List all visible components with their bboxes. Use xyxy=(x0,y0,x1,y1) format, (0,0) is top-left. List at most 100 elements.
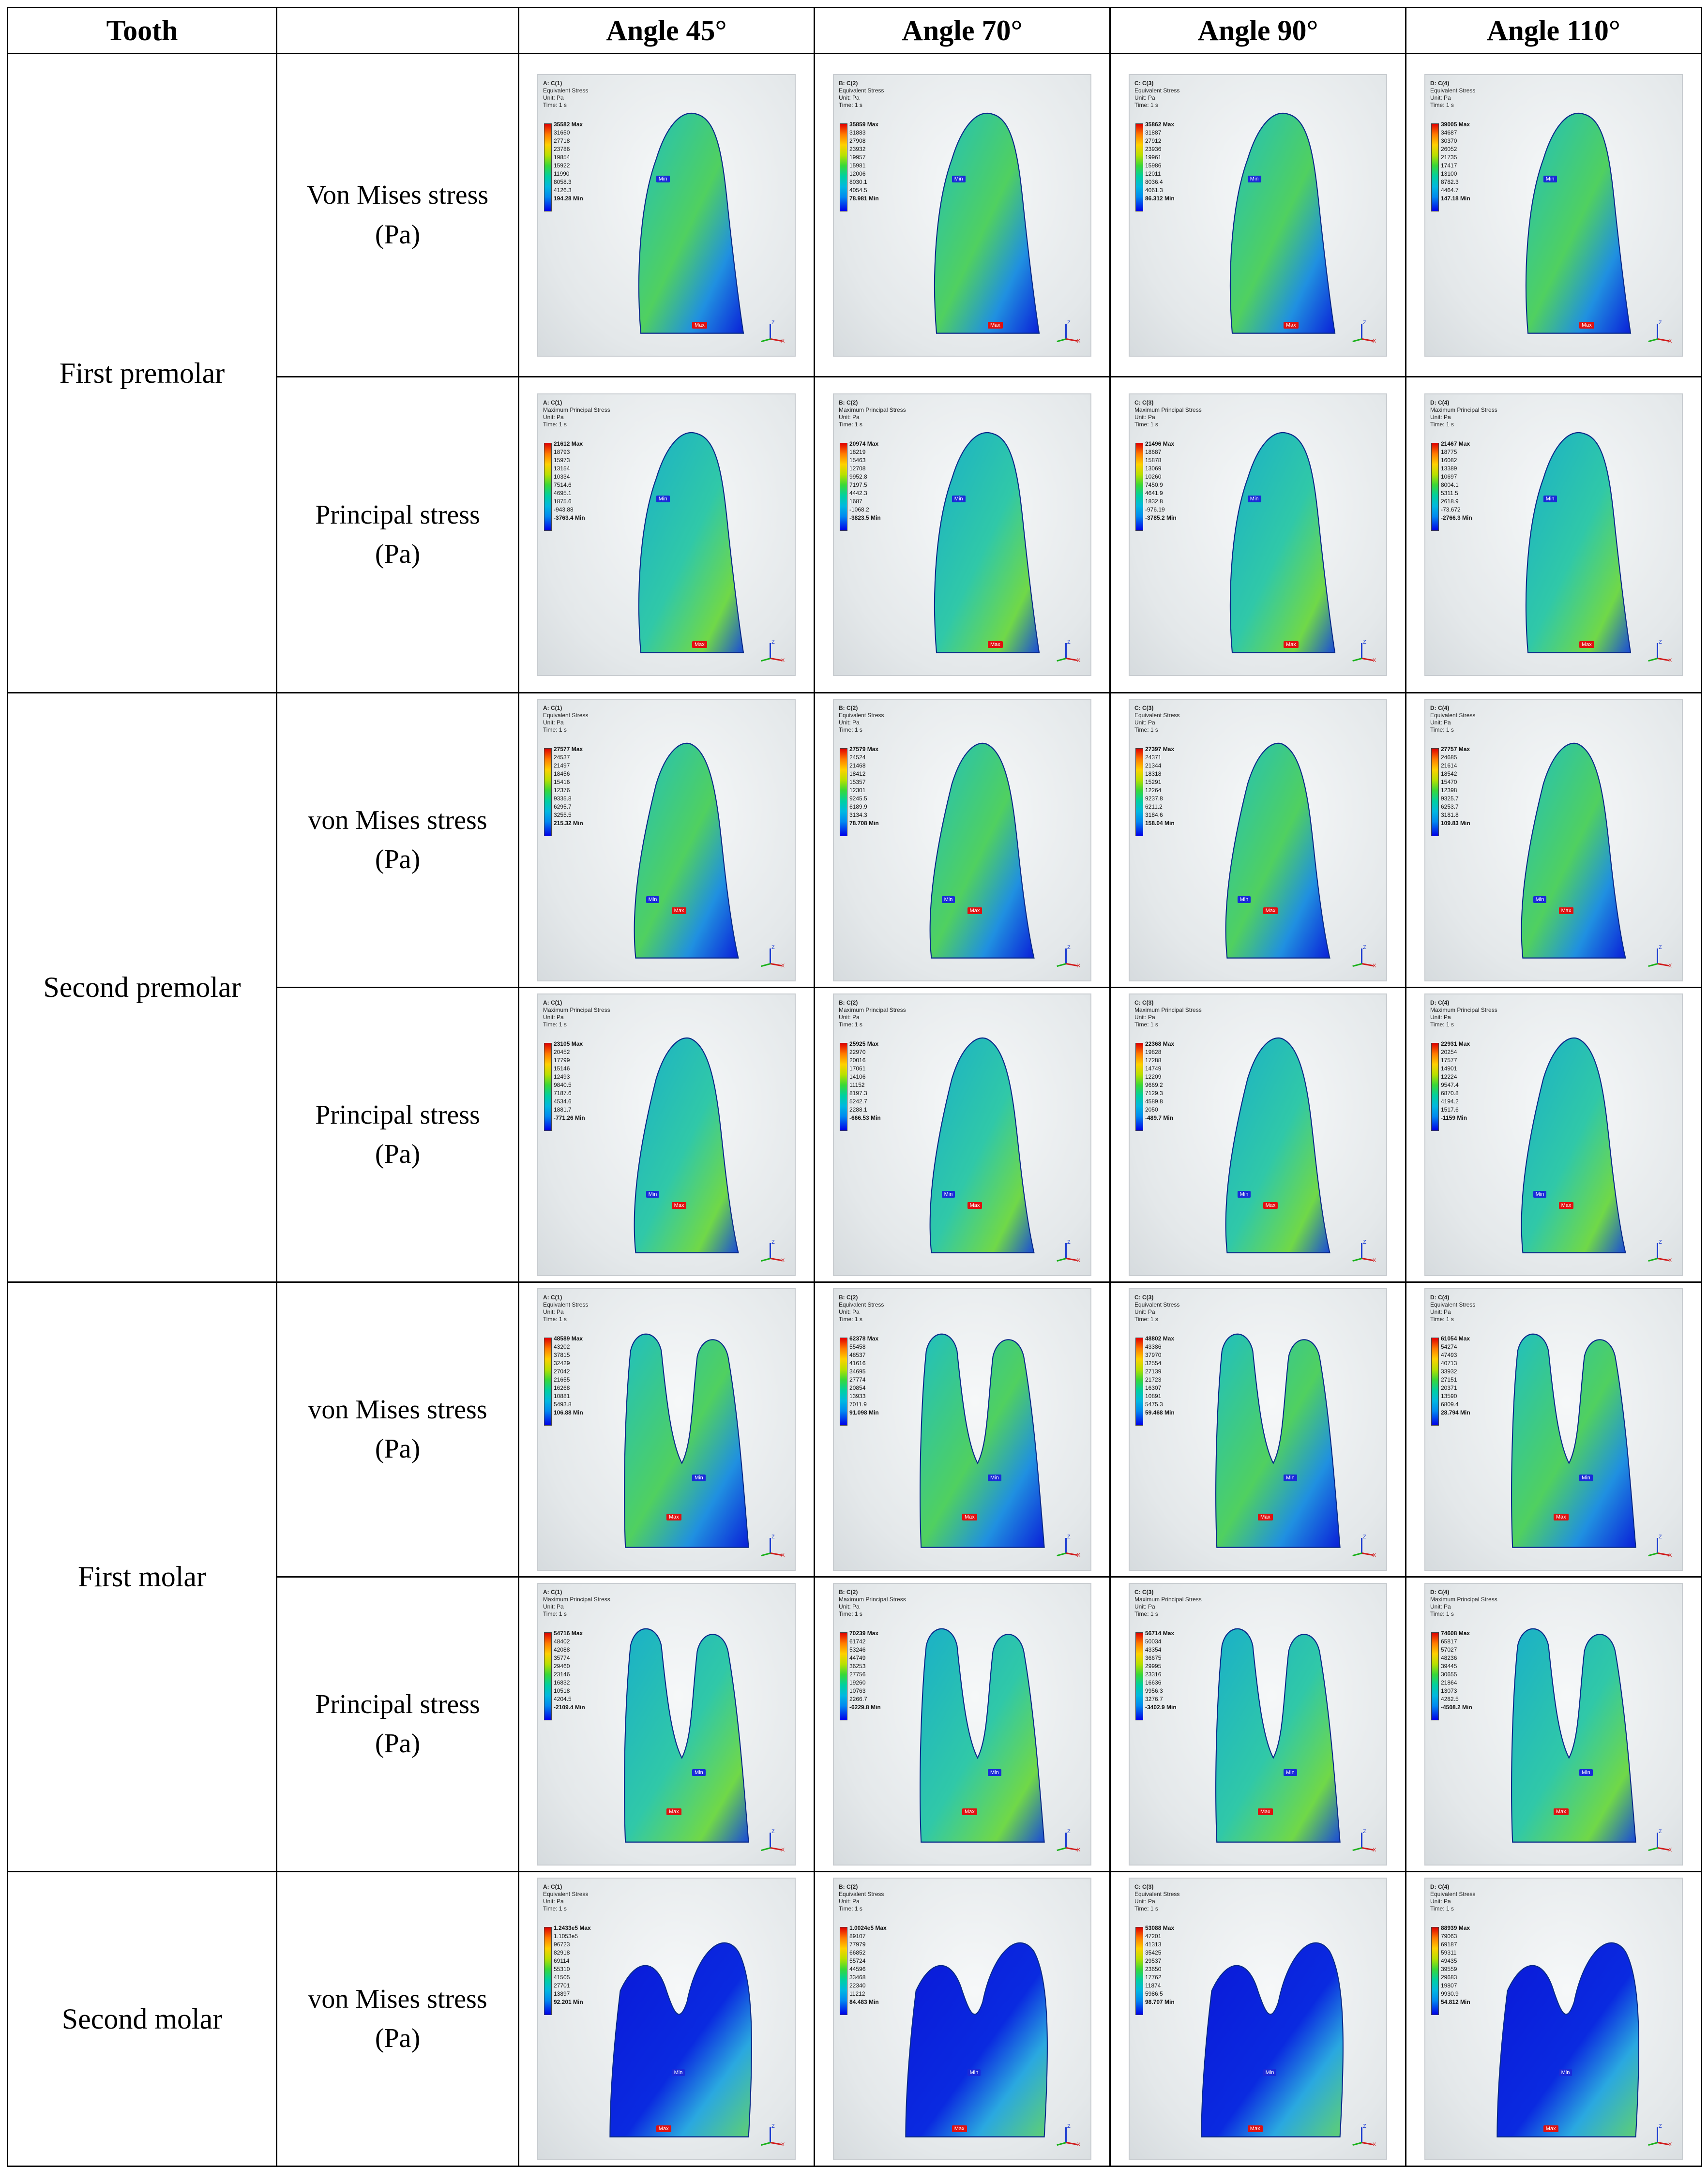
header-tooth: Tooth xyxy=(7,7,277,54)
plot-header-line: Unit: Pa xyxy=(1430,719,1451,726)
plot-header-line: Time: 1 s xyxy=(839,101,862,108)
axis-line xyxy=(1352,338,1362,342)
legend-value: 5311.5 xyxy=(1441,490,1458,497)
legend-value: 19854 xyxy=(554,153,570,161)
plot-header-line: C: C(3) xyxy=(1134,1589,1154,1595)
measure-cell: Principal stress (Pa) xyxy=(276,1576,519,1872)
tooth-surface xyxy=(929,1037,1035,1253)
legend-value: 34695 xyxy=(849,1368,866,1375)
axis-label: Z xyxy=(1067,2123,1071,2129)
plot-header-line: Maximum Principal Stress xyxy=(1430,1007,1497,1013)
legend-value: 16082 xyxy=(1441,457,1457,464)
legend-value: 12224 xyxy=(1441,1073,1457,1080)
plot-header-line: Maximum Principal Stress xyxy=(543,406,610,413)
plot-header-line: Unit: Pa xyxy=(839,1898,860,1905)
result-row: Principal stress (Pa) A: C(1) Maximum Princ… xyxy=(8,1576,1702,1872)
axis-line xyxy=(761,2142,771,2146)
axis-label: X xyxy=(1077,963,1081,969)
legend-value: 9325.7 xyxy=(1441,795,1459,802)
legend-value: 35774 xyxy=(554,1655,570,1661)
legend-value: 13100 xyxy=(1441,170,1457,177)
plot-header-line: C: C(3) xyxy=(1134,999,1154,1006)
min-marker: Min xyxy=(1237,1191,1251,1198)
stress-contour-plot: A: C(1) Equivalent Stress Unit: Pa Time: 1 … xyxy=(537,74,796,357)
plot-header: C: C(3) Equivalent Stress Unit: Pa Time: 1 … xyxy=(1134,705,1179,734)
stress-plot-cell: C: C(3) Maximum Principal Stress Unit: Pa T… xyxy=(1109,1576,1406,1872)
plot-header: D: C(4) Equivalent Stress Unit: Pa Time: 1 … xyxy=(1430,80,1475,109)
measure-label: (Pa) xyxy=(375,1434,421,1464)
tooth-model xyxy=(1201,1942,1344,2137)
measure-cell: von Mises stress (Pa) xyxy=(276,1871,519,2167)
axis-label: X xyxy=(1373,1847,1376,1853)
axis-label: X xyxy=(1668,338,1672,344)
legend-value: 25925 Max xyxy=(849,1040,879,1047)
axis-line xyxy=(1361,1847,1374,1851)
axis-line xyxy=(1352,1552,1362,1557)
legend-value: 7129.3 xyxy=(1145,1090,1163,1097)
axis-label: Z xyxy=(1363,1829,1366,1835)
axis-line xyxy=(1657,2142,1669,2146)
axis-label: Z xyxy=(1067,1829,1071,1835)
legend-value: 194.28 Min xyxy=(554,195,583,202)
legend-value: 14901 xyxy=(1441,1065,1457,1072)
axis-line xyxy=(1361,338,1374,342)
tooth-model xyxy=(1511,1628,1636,1843)
legend-value: 4204.5 xyxy=(554,1696,572,1702)
axis-line xyxy=(770,1258,782,1262)
legend-value: 16307 xyxy=(1145,1384,1162,1391)
header-angle-110: Angle 110° xyxy=(1405,7,1702,54)
stress-contour-plot: C: C(3) Maximum Principal Stress Unit: Pa T… xyxy=(1129,393,1387,676)
max-marker: Max xyxy=(1543,2125,1558,2133)
max-marker: Max xyxy=(1284,641,1299,648)
axis-line xyxy=(761,1552,771,1557)
plot-header: B: C(2) Equivalent Stress Unit: Pa Time: 1 … xyxy=(839,1294,884,1323)
axis-line xyxy=(1066,963,1078,967)
legend-values: 70239 Max 61742 53246 44749 36253 27756 19260 1… xyxy=(849,1629,927,1712)
min-marker: Min xyxy=(1579,1474,1593,1481)
legend-values: 74608 Max 65817 57027 48236 39445 30655 21864 1… xyxy=(1441,1629,1518,1712)
min-marker: Min xyxy=(988,1474,1001,1481)
plot-header-line: Unit: Pa xyxy=(543,1014,564,1021)
legend-value: 48802 Max xyxy=(1145,1335,1175,1342)
axis-line xyxy=(770,1833,771,1848)
legend-value: 9547.4 xyxy=(1441,1082,1459,1088)
legend-value: 82918 xyxy=(554,1949,570,1956)
tooth-surface xyxy=(1525,432,1632,653)
measure-cell: Principal stress (Pa) xyxy=(276,987,519,1283)
max-marker: Max xyxy=(952,2125,967,2133)
plot-header: B: C(2) Equivalent Stress Unit: Pa Time: 1 … xyxy=(839,705,884,734)
legend-values: 48589 Max 43202 37815 32429 27042 21655 16268 1… xyxy=(554,1335,631,1417)
max-marker: Max xyxy=(1558,1202,1574,1209)
plot-header-line: Unit: Pa xyxy=(1134,1898,1155,1905)
plot-header-line: Time: 1 s xyxy=(543,1610,567,1617)
color-scale-bar xyxy=(544,1927,552,2015)
measure-label: (Pa) xyxy=(375,2023,421,2053)
legend-value: 29537 xyxy=(1145,1957,1162,1964)
legend-value: 24524 xyxy=(849,754,866,761)
stress-plot-cell: C: C(3) Maximum Principal Stress Unit: Pa T… xyxy=(1109,987,1406,1283)
legend-value: 1.0024e5 Max xyxy=(849,1925,887,1931)
legend-value: -3763.4 Min xyxy=(554,514,585,521)
stress-contour-plot: B: C(2) Maximum Principal Stress Unit: Pa T… xyxy=(833,393,1091,676)
min-marker: Min xyxy=(1533,896,1547,903)
legend-value: 8782.3 xyxy=(1441,178,1459,185)
tooth-model xyxy=(1511,1333,1636,1548)
legend-value: 34687 xyxy=(1441,129,1457,136)
legend-value: 57027 xyxy=(1441,1646,1457,1653)
max-marker: Max xyxy=(1258,1514,1273,1520)
legend-value: 3134.3 xyxy=(849,812,867,818)
legend-value: 40713 xyxy=(1441,1360,1457,1367)
axis-line xyxy=(770,323,771,339)
min-marker: Min xyxy=(1533,1191,1547,1198)
tooth-surface xyxy=(905,1942,1048,2137)
plot-header-line: Equivalent Stress xyxy=(543,87,589,94)
legend-value: 21344 xyxy=(1145,762,1162,769)
plot-header-line: B: C(2) xyxy=(839,399,858,406)
legend-value: 4695.1 xyxy=(554,490,572,497)
tooth-model xyxy=(1215,1333,1341,1548)
color-scale-bar xyxy=(1135,1338,1143,1426)
legend-value: 20371 xyxy=(1441,1384,1457,1391)
